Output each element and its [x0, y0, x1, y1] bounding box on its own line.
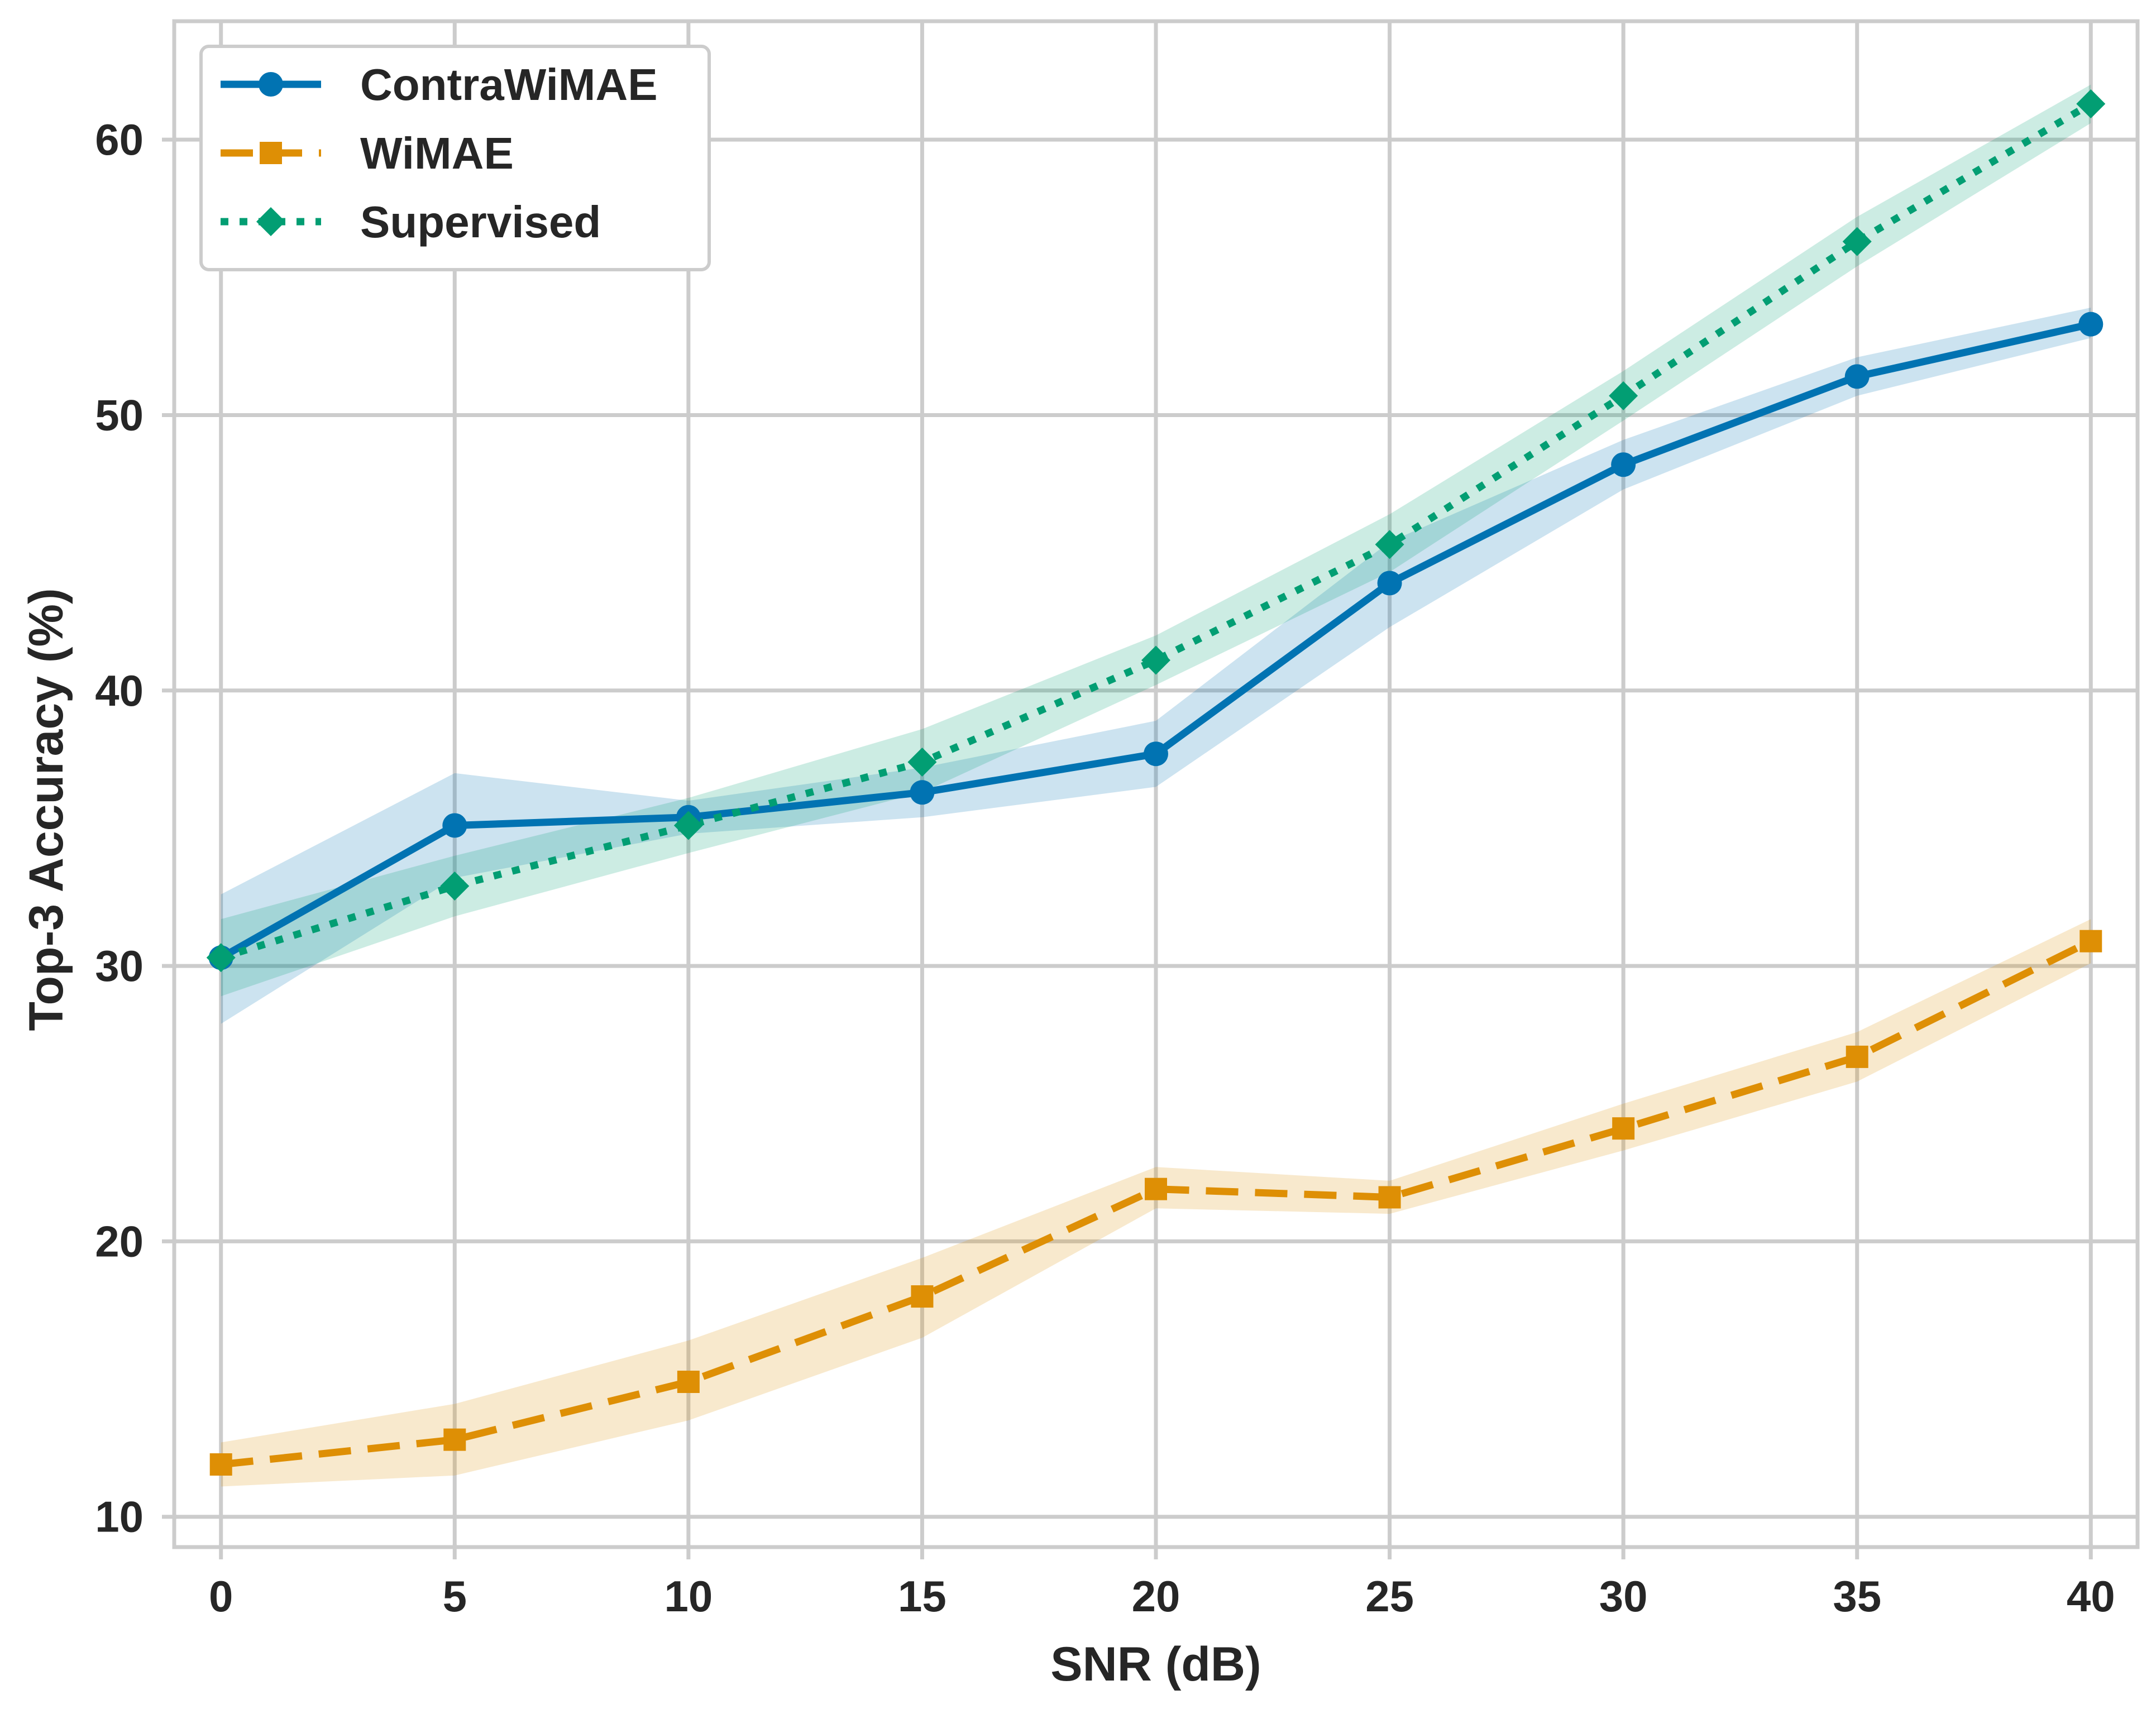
- legend-box: [199, 45, 711, 271]
- x-tick-label: 20: [1132, 1572, 1180, 1621]
- y-tick-label: 60: [95, 115, 144, 164]
- plot-frame: [172, 19, 2140, 1549]
- legend-item-wimae: WiMAE: [221, 128, 514, 178]
- contrawimae-point: [1377, 571, 1402, 596]
- contrawimae-confidence-band: [221, 308, 2091, 1024]
- x-axis-title: SNR (dB): [1050, 1638, 1261, 1691]
- contrawimae-point: [442, 813, 467, 838]
- supervised-line: [219, 100, 2093, 961]
- series-markers: [206, 89, 2106, 1476]
- supervised-point: [2076, 89, 2106, 118]
- wimae-point: [1846, 1045, 1868, 1068]
- wimae-point: [443, 1428, 466, 1451]
- legend-marker-supervised: [256, 207, 285, 236]
- wimae-line: [221, 937, 2093, 1468]
- x-tick-label: 40: [2067, 1572, 2115, 1621]
- wimae-point: [677, 1371, 700, 1394]
- contrawimae-point: [1144, 741, 1168, 767]
- x-tick-label: 0: [209, 1572, 233, 1621]
- supervised-point: [440, 872, 470, 901]
- x-tick-label: 30: [1599, 1572, 1648, 1621]
- y-tick-label: 40: [95, 666, 144, 715]
- x-tick-label: 35: [1833, 1572, 1881, 1621]
- legend-item-supervised: Supervised: [221, 197, 601, 247]
- x-tick-label: 5: [443, 1572, 467, 1621]
- legend-label-supervised: Supervised: [360, 197, 601, 247]
- contrawimae-point: [1844, 364, 1870, 389]
- wimae-point: [209, 1453, 232, 1476]
- supervised-point: [907, 748, 937, 777]
- legend-label-wimae: WiMAE: [360, 128, 514, 178]
- supervised-point: [1141, 645, 1170, 675]
- legend: ContraWiMAE WiMAE Supervised: [199, 45, 711, 271]
- y-tick-label: 50: [95, 390, 144, 439]
- supervised-confidence-band: [221, 84, 2091, 997]
- supervised-point: [1609, 381, 1638, 410]
- grid: [162, 21, 2138, 1559]
- confidence-bands: [221, 84, 2091, 1487]
- supervised-point: [1375, 530, 1404, 559]
- x-tick-label: 25: [1365, 1572, 1414, 1621]
- wimae-confidence-band: [221, 919, 2091, 1487]
- legend-marker-contrawimae: [259, 72, 283, 97]
- wimae-point: [1145, 1177, 1167, 1200]
- y-tick-label: 10: [95, 1492, 144, 1542]
- wimae-point: [1378, 1186, 1401, 1209]
- contrawimae-point: [2078, 312, 2104, 337]
- legend-marker-wimae: [260, 142, 282, 164]
- legend-item-contrawimae: ContraWiMAE: [221, 60, 658, 109]
- supervised-point: [206, 943, 236, 973]
- wimae-point: [911, 1285, 934, 1308]
- y-tick-label: 30: [95, 941, 144, 990]
- contrawimae-point: [1611, 452, 1636, 477]
- legend-label-contrawimae: ContraWiMAE: [360, 60, 658, 109]
- supervised-point: [1842, 227, 1872, 256]
- y-axis-title: Top-3 Accuracy (%): [20, 588, 73, 1031]
- y-tick-label: 20: [95, 1217, 144, 1266]
- tick-labels: 0 5 10 15 20 25 30 35 40 10 20 30 40 50 60: [95, 115, 2115, 1621]
- wimae-point: [1612, 1117, 1635, 1140]
- wimae-point: [2079, 930, 2102, 952]
- x-tick-label: 15: [898, 1572, 946, 1621]
- supervised-point: [673, 811, 703, 840]
- x-tick-label: 10: [664, 1572, 713, 1621]
- contrawimae-point: [910, 780, 935, 805]
